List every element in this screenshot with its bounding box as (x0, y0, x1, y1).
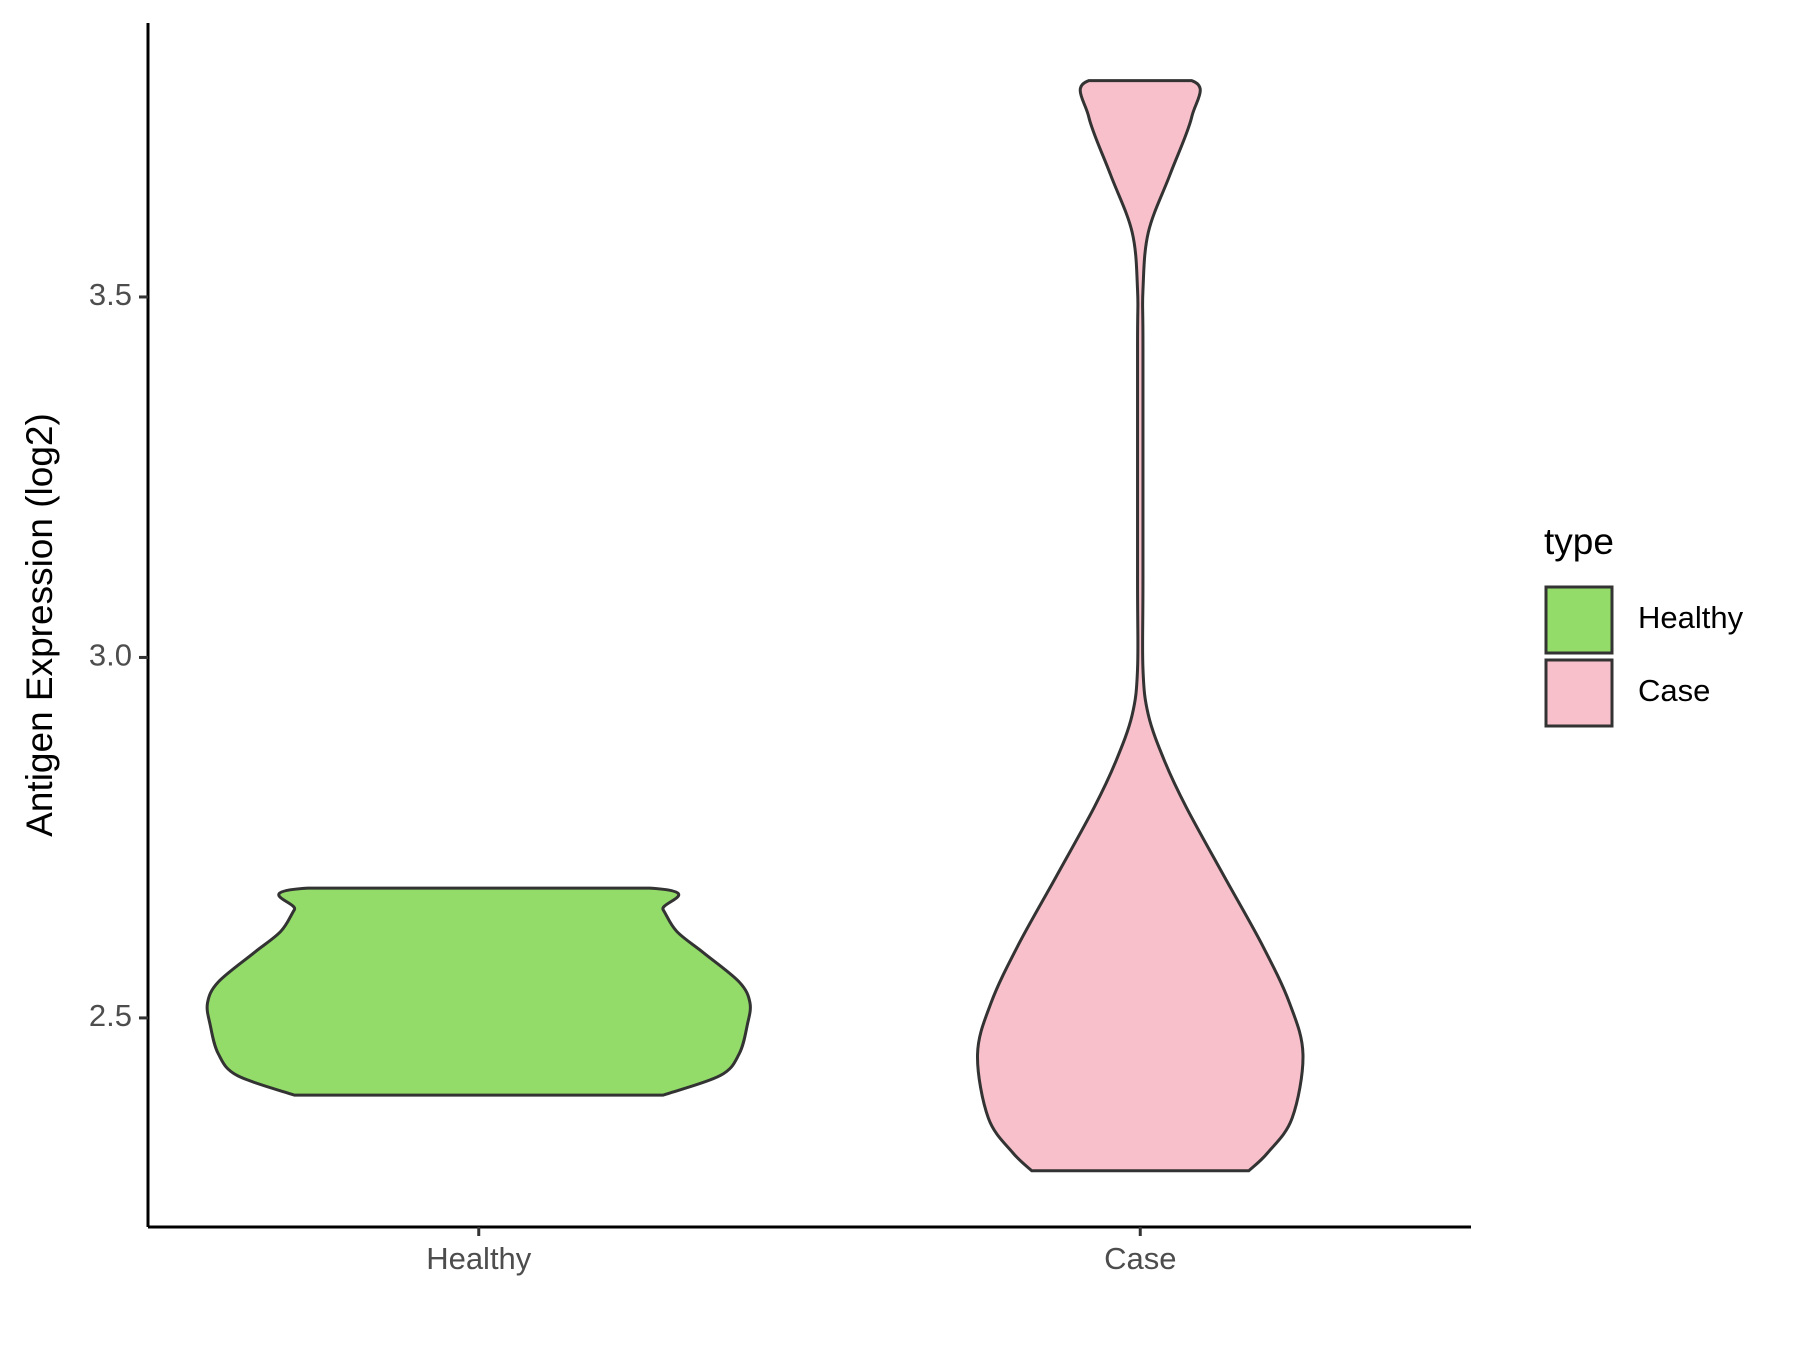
y-tick-label: 3.5 (89, 277, 132, 312)
x-tick-label: Case (1104, 1241, 1176, 1276)
y-axis-title: Antigen Expression (log2) (19, 413, 60, 837)
violin (205, 886, 752, 1097)
legend-label: Case (1638, 673, 1710, 708)
legend-title: type (1544, 521, 1614, 562)
y-tick-label: 3.0 (89, 638, 132, 673)
y-tick-label: 2.5 (89, 998, 132, 1033)
legend-key (1544, 658, 1614, 728)
legend-key (1544, 585, 1614, 655)
legend-label: Healthy (1638, 600, 1744, 635)
x-tick-label: Healthy (426, 1241, 532, 1276)
violin (976, 79, 1305, 1173)
